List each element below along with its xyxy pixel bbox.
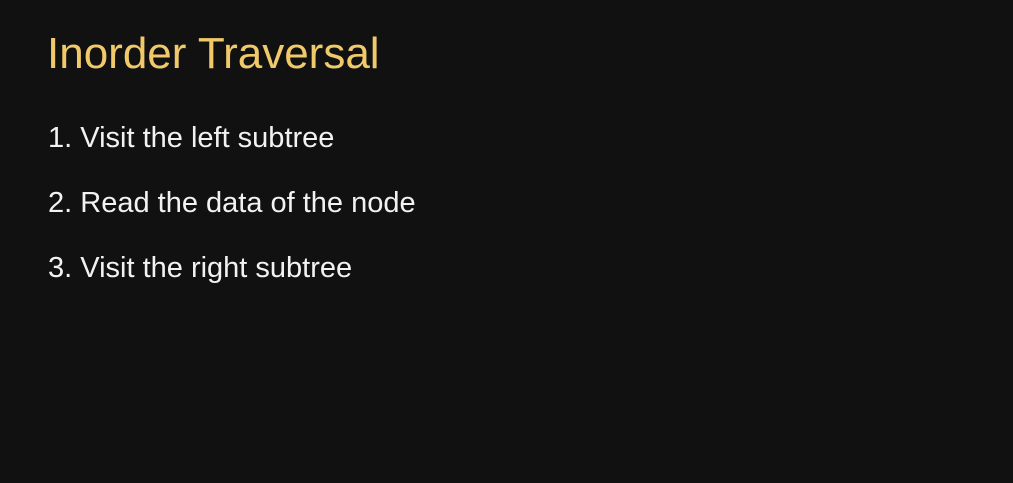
step-number: 1. [48, 122, 73, 154]
step-text: Visit the left subtree [80, 122, 335, 154]
step-item-3: 3. Visit the right subtree [48, 252, 416, 317]
step-text: Read the data of the node [80, 187, 416, 219]
step-number: 2. [48, 187, 73, 219]
step-item-2: 2. Read the data of the node [48, 187, 416, 252]
step-number: 3. [48, 252, 73, 284]
slide-title: Inorder Traversal [47, 29, 380, 78]
traversal-steps-list: 1. Visit the left subtree 2. Read the data… [48, 122, 416, 317]
step-text: Visit the right subtree [80, 252, 353, 284]
step-item-1: 1. Visit the left subtree [48, 122, 416, 187]
